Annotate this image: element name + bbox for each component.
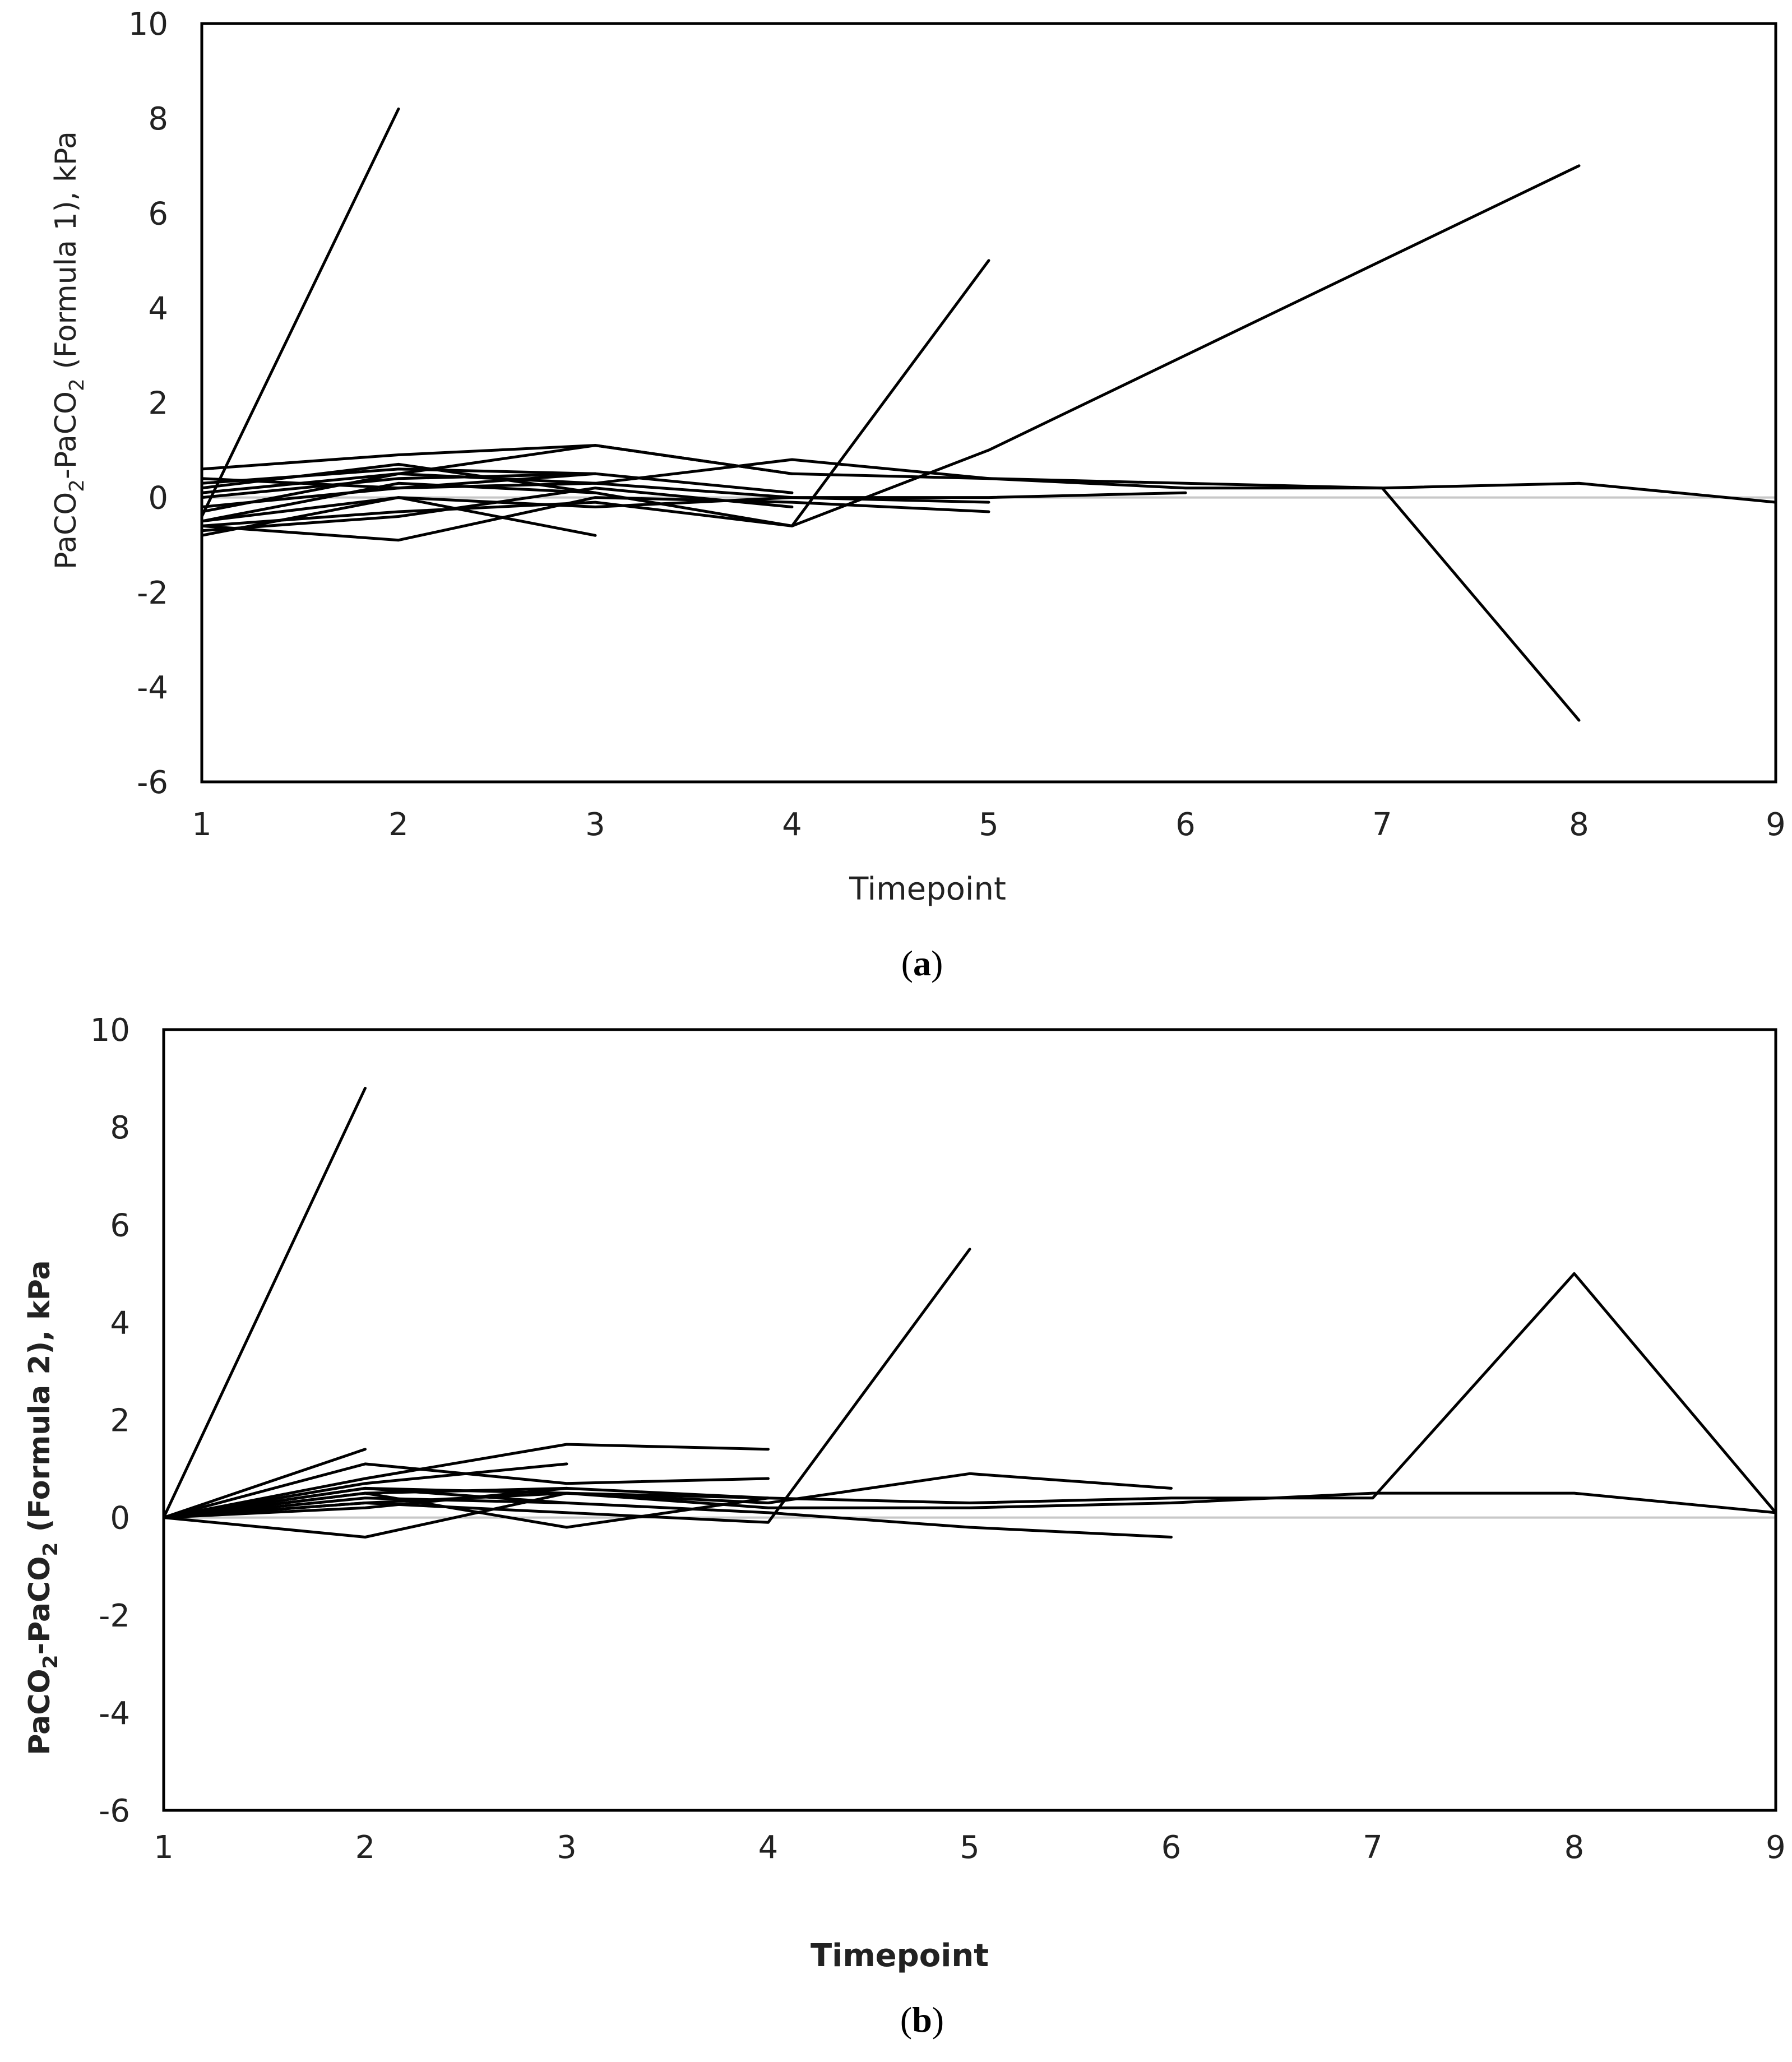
x-axis-title-b: Timepoint <box>811 1938 989 1974</box>
y-tick-label-a: -4 <box>137 670 168 706</box>
x-tick-label-b: 3 <box>557 1829 577 1866</box>
y-tick-label-b: -6 <box>99 1793 130 1829</box>
x-tick-label-b: 1 <box>154 1829 174 1866</box>
series-line-a-patient-4 <box>200 444 1777 504</box>
x-tick-label-a: 3 <box>585 807 605 843</box>
plot-frame-b <box>162 1028 1777 1812</box>
series-line-a-patient-14 <box>200 486 794 532</box>
y-tick-label-a: 0 <box>148 480 168 517</box>
y-tick-label-b: 2 <box>110 1403 130 1439</box>
caption-a: (a) <box>901 943 943 983</box>
series-line-a-patient-6 <box>200 496 990 542</box>
series-line-b-patient-8 <box>162 1462 568 1519</box>
series-line-a-patient-8 <box>200 472 597 499</box>
x-tick-label-b: 2 <box>355 1829 376 1866</box>
series-line-b-patient-9 <box>162 1491 770 1539</box>
y-tick-label-a: 6 <box>148 196 168 232</box>
series-line-b-patient-2 <box>162 1248 971 1524</box>
series-line-b-patient-12 <box>162 1491 770 1529</box>
caption-b: (b) <box>900 2000 944 2040</box>
series-line-b-patient-14 <box>162 1486 568 1519</box>
x-tick-label-b: 5 <box>960 1829 980 1866</box>
x-tick-label-a: 1 <box>192 807 212 843</box>
x-tick-label-a: 7 <box>1372 807 1392 843</box>
x-tick-label-a: 6 <box>1175 807 1196 843</box>
x-tick-label-a: 8 <box>1569 807 1589 843</box>
x-tick-label-a: 2 <box>388 807 409 843</box>
series-line-a-patient-5 <box>200 458 1581 722</box>
series-line-b-patient-10 <box>162 1496 1173 1539</box>
series-line-b-patient-13 <box>162 1486 568 1519</box>
y-axis-title-a: PaCO2-PaCO2 (Formula 1), kPa <box>49 131 89 569</box>
y-tick-label-b: -4 <box>99 1695 130 1732</box>
x-tick-label-a: 4 <box>782 807 802 843</box>
series-line-b-patient-5 <box>162 1448 367 1519</box>
series-line-b-patient-4 <box>162 1486 1777 1519</box>
x-tick-label-b: 9 <box>1766 1829 1786 1866</box>
series-line-a-patient-10 <box>200 481 990 508</box>
y-tick-label-b: 6 <box>110 1207 130 1244</box>
y-tick-label-b: 10 <box>90 1012 130 1049</box>
y-tick-label-b: 8 <box>110 1110 130 1146</box>
panel-b: -6 -4 -2 0 2 4 6 8 10 1 2 3 4 5 6 7 8 9 Timepoint PaCO2-P… <box>0 998 1792 2062</box>
y-axis-title-b: PaCO2-PaCO2 (Formula 2), kPa <box>23 1260 62 1755</box>
series-line-a-patient-13 <box>200 472 597 490</box>
y-tick-label-a: 4 <box>148 290 168 327</box>
series-line-b-patient-3 <box>162 1272 1777 1519</box>
series-line-b-patient-1 <box>162 1087 367 1519</box>
y-tick-label-b: -2 <box>99 1598 130 1634</box>
y-tick-label-a: 10 <box>128 6 168 43</box>
y-tick-label-b: 0 <box>110 1500 130 1537</box>
plot-frame-a <box>200 22 1777 784</box>
x-tick-label-a: 9 <box>1766 807 1786 843</box>
series-line-b-patient-6 <box>162 1443 770 1519</box>
x-tick-label-b: 6 <box>1161 1829 1182 1866</box>
y-tick-label-a: -6 <box>137 764 168 801</box>
x-tick-label-b: 7 <box>1363 1829 1383 1866</box>
panel-a: -6 -4 -2 0 2 4 6 8 10 1 2 3 4 5 6 7 8 9 Timepoint PaCO2-P… <box>0 0 1792 998</box>
series-line-a-patient-12 <box>200 491 1187 523</box>
x-tick-label-b: 4 <box>758 1829 779 1866</box>
series-line-a-patient-2 <box>200 164 1581 527</box>
series-line-b-patient-11 <box>162 1472 1173 1519</box>
series-line-a-patient-1 <box>200 107 400 518</box>
series-line-a-patient-15 <box>200 462 597 494</box>
y-tick-label-a: -2 <box>137 575 168 611</box>
x-tick-label-b: 8 <box>1564 1829 1585 1866</box>
x-tick-label-a: 5 <box>979 807 999 843</box>
y-tick-label-b: 4 <box>110 1305 130 1341</box>
x-axis-title-a: Timepoint <box>849 871 1006 907</box>
y-tick-label-a: 8 <box>148 101 168 137</box>
y-tick-label-a: 2 <box>148 386 168 422</box>
